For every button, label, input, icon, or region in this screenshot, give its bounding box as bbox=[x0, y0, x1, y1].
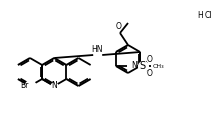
Text: H: H bbox=[197, 11, 203, 20]
Text: HN: HN bbox=[91, 45, 103, 54]
Text: O: O bbox=[116, 22, 122, 31]
Text: S: S bbox=[140, 61, 146, 71]
Text: O: O bbox=[147, 54, 153, 64]
Text: Cl: Cl bbox=[205, 11, 212, 20]
Text: CH₃: CH₃ bbox=[153, 64, 164, 68]
Text: NH: NH bbox=[131, 61, 142, 70]
Text: N: N bbox=[51, 82, 57, 91]
Text: O: O bbox=[147, 68, 153, 77]
Text: Br: Br bbox=[21, 82, 29, 91]
Text: N: N bbox=[51, 82, 57, 91]
